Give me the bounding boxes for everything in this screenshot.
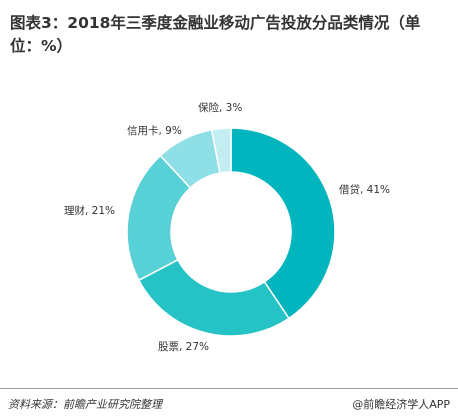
labels-layer: 借贷, 41% 股票, 27% 理财, 21% 信用卡, 9% 保险, 3% bbox=[64, 101, 390, 353]
slices-layer bbox=[126, 127, 336, 337]
chart-title: 图表3：2018年三季度金融业移动广告投放分品类情况（单位：%） bbox=[10, 14, 421, 55]
donut-slice-5 bbox=[210, 127, 232, 174]
source-note: 资料来源：前瞻产业研究院整理 bbox=[8, 398, 162, 411]
donut-slice-2 bbox=[137, 258, 290, 337]
slice-label-5: 保险, 3% bbox=[198, 101, 242, 114]
slice-label-4: 信用卡, 9% bbox=[127, 124, 182, 137]
donut-chart: 借贷, 41% 股票, 27% 理财, 21% 信用卡, 9% 保险, 3% bbox=[64, 101, 390, 353]
slice-label-3: 理财, 21% bbox=[64, 204, 115, 217]
footer-divider bbox=[0, 388, 458, 389]
donut-slice-1 bbox=[230, 127, 336, 320]
slice-label-2: 股票, 27% bbox=[158, 341, 209, 353]
slice-label-1: 借贷, 41% bbox=[339, 183, 390, 196]
watermark: @前瞻经济学人APP bbox=[352, 398, 450, 411]
